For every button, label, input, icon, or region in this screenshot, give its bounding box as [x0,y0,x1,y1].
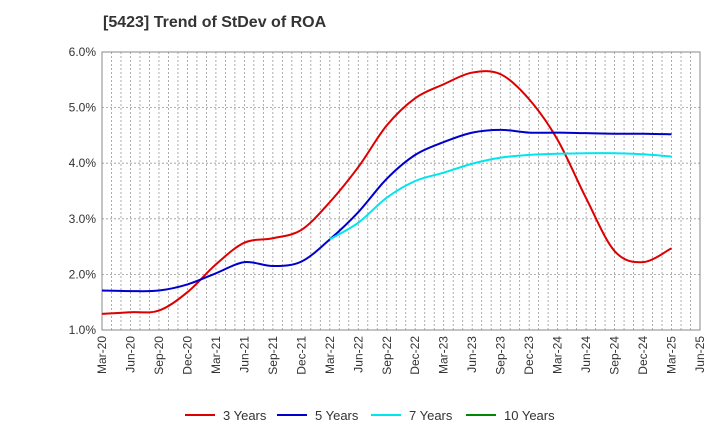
x-tick-label: Jun-23 [465,336,479,373]
x-tick-label: Jun-24 [579,336,593,373]
chart-title: [5423] Trend of StDev of ROA [103,14,327,31]
x-tick-label: Sep-23 [494,336,508,375]
x-tick-label: Mar-23 [437,336,451,374]
x-tick-label: Mar-20 [95,336,109,374]
series-line-7-years [329,152,672,241]
y-tick-label: 1.0% [69,323,97,337]
x-tick-label: Mar-22 [323,336,337,374]
x-tick-label: Dec-20 [180,336,194,375]
x-tick-label: Dec-22 [408,336,422,375]
legend-label-3-years: 3 Years [223,408,267,423]
x-tick-label: Dec-23 [522,336,536,375]
x-tick-label: Mar-24 [551,336,565,374]
x-tick-label: Sep-22 [380,336,394,375]
x-tick-label: Dec-21 [294,336,308,375]
y-tick-label: 4.0% [69,156,97,170]
x-tick-label: Sep-21 [266,336,280,375]
y-tick-label: 6.0% [69,45,97,59]
x-tick-label: Jun-22 [351,336,365,373]
y-tick-label: 2.0% [69,267,97,281]
x-tick-label: Jun-25 [693,336,707,373]
plot-area [102,52,700,330]
legend-label-5-years: 5 Years [315,408,359,423]
y-tick-label: 3.0% [69,212,97,226]
series-line-5-years [101,128,672,293]
legend-label-10-years: 10 Years [504,408,555,423]
y-tick-label: 5.0% [69,101,97,115]
x-tick-label: Mar-21 [209,336,223,374]
x-tick-label: Jun-21 [237,336,251,373]
series-line-3-years [101,70,672,315]
x-tick-label: Jun-20 [123,336,137,373]
x-tick-label: Dec-24 [636,336,650,375]
x-tick-label: Mar-25 [665,336,679,374]
x-tick-label: Sep-24 [608,336,622,375]
plot-border [101,51,701,331]
legend-label-7-years: 7 Years [409,408,453,423]
x-tick-label: Sep-20 [152,336,166,375]
